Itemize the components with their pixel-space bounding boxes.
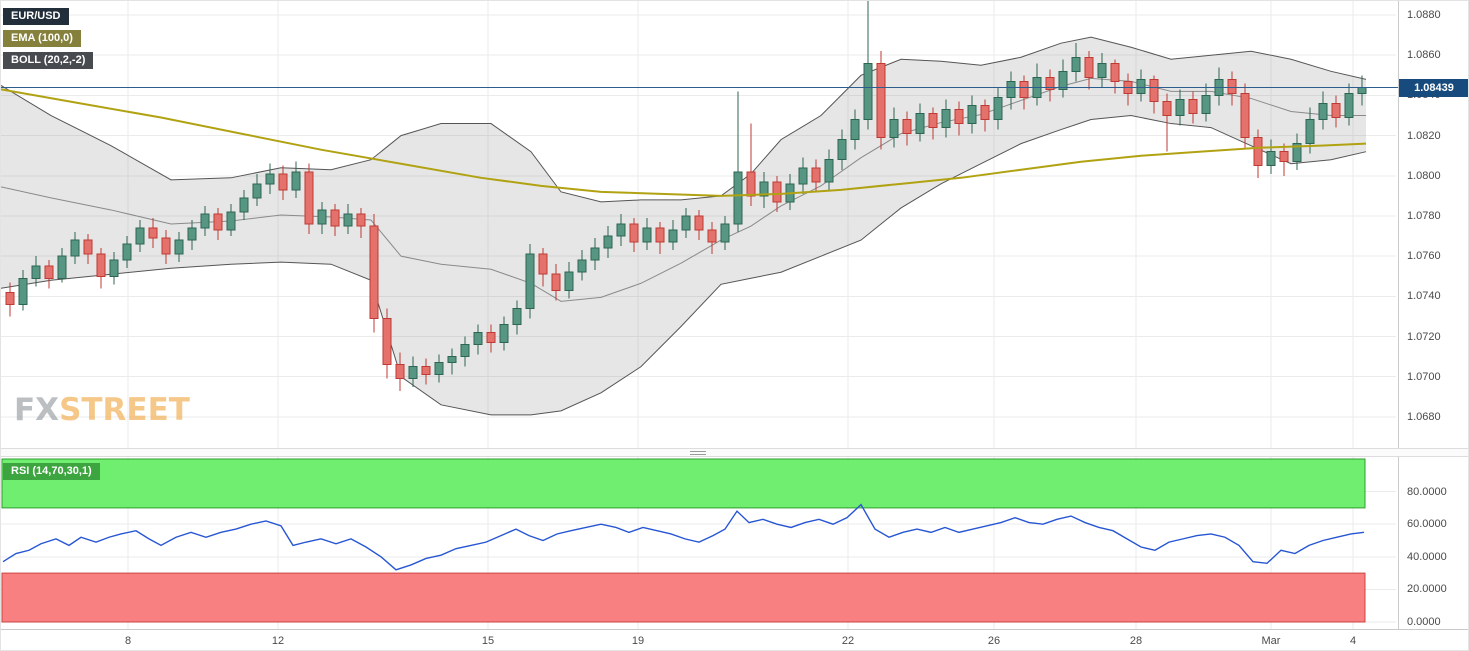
price-axis-label: 1.0820 [1407, 129, 1441, 142]
watermark-fx-text: FX [14, 392, 60, 428]
time-axis-label: 22 [841, 635, 855, 647]
time-axis-label: 19 [631, 635, 645, 647]
rsi-axis-label: 60.0000 [1407, 518, 1447, 531]
price-axis-label: 1.0760 [1407, 250, 1441, 263]
time-axis-label: 26 [987, 635, 1001, 647]
indicator-badges: EUR/USD EMA (100,0) BOLL (20,2,-2) [3, 8, 94, 74]
current-price-label: 1.08439 [1399, 78, 1468, 97]
price-axis-label: 1.0860 [1407, 49, 1441, 62]
price-axis-label: 1.0700 [1407, 370, 1441, 383]
resize-handle-icon[interactable] [690, 451, 706, 455]
time-axis[interactable]: 8 12 15 19 22 26 28 Mar 4 [1, 629, 1468, 650]
rsi-axis-label: 40.0000 [1407, 550, 1447, 563]
rsi-axis-label: 20.0000 [1407, 583, 1447, 596]
price-axis-label: 1.0720 [1407, 330, 1441, 343]
time-axis-label: 12 [271, 635, 285, 647]
price-axis-label: 1.0780 [1407, 209, 1441, 222]
rsi-overbought-zone [1, 458, 1366, 509]
rsi-line [2, 503, 1365, 571]
watermark-street-text: STREET [59, 392, 190, 428]
time-axis-label: 28 [1129, 635, 1143, 647]
fxstreet-watermark: FXSTREET [14, 392, 190, 428]
panel-divider[interactable] [1, 448, 1468, 457]
time-axis-label: 8 [124, 635, 132, 647]
ema-line [1, 88, 1367, 197]
rsi-oversold-zone [1, 572, 1366, 623]
rsi-axis-label: 80.0000 [1407, 485, 1447, 498]
candlesticks [5, 1, 1367, 391]
time-axis-label: 4 [1349, 635, 1357, 647]
rsi-indicator-badge[interactable]: RSI (14,70,30,1) [3, 463, 100, 480]
rsi-axis-label: 0.0000 [1407, 616, 1441, 628]
boll-indicator-badge[interactable]: BOLL (20,2,-2) [3, 52, 94, 69]
symbol-badge[interactable]: EUR/USD [3, 8, 69, 25]
price-axis-label: 1.0680 [1407, 410, 1441, 423]
time-axis-label: 15 [481, 635, 495, 647]
price-axis-label: 1.0740 [1407, 290, 1441, 303]
price-axis-label: 1.0800 [1407, 169, 1441, 182]
bollinger-lower-band [1, 115, 1367, 416]
price-axis-label: 1.0880 [1407, 9, 1441, 22]
price-axis[interactable]: 1.08801.08601.08401.08201.08001.07801.07… [1403, 1, 1468, 650]
ema-indicator-badge[interactable]: EMA (100,0) [3, 30, 81, 47]
time-axis-label: Mar [1261, 635, 1281, 647]
rsi-axis[interactable]: 80.0000 60.0000 40.0000 20.0000 0.0000 [1403, 1, 1468, 650]
